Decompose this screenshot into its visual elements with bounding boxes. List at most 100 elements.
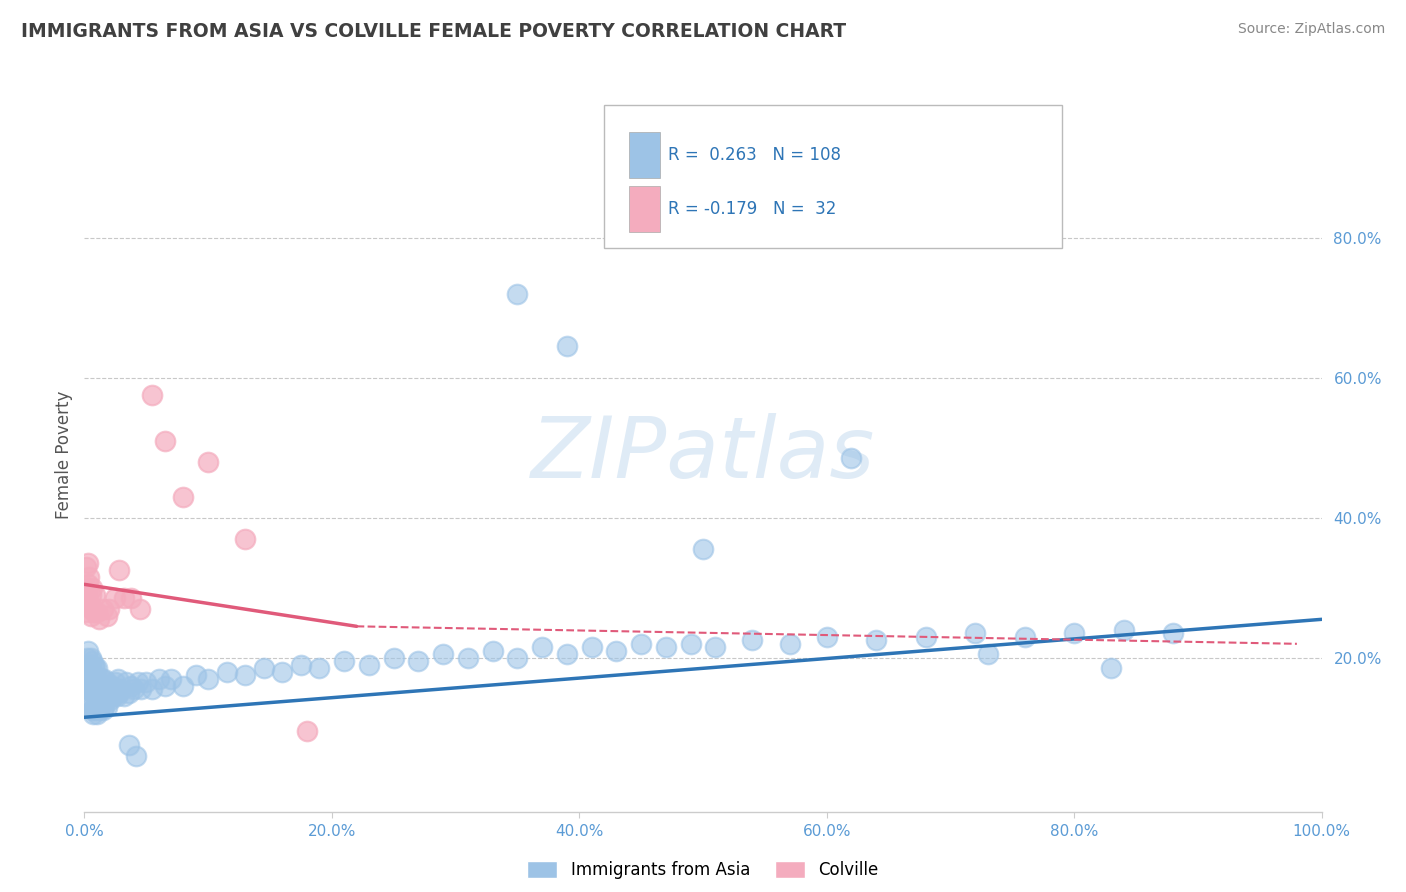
- Point: [86, 605, 108, 619]
- Point: [605, 644, 627, 658]
- Point: [103, 682, 125, 697]
- Point: [84, 703, 107, 717]
- Text: R =  0.263   N = 108: R = 0.263 N = 108: [668, 146, 841, 164]
- Point: [965, 626, 987, 640]
- Legend: Immigrants from Asia, Colville: Immigrants from Asia, Colville: [520, 854, 886, 886]
- Point: [172, 490, 194, 504]
- Point: [153, 434, 176, 448]
- Point: [89, 703, 111, 717]
- Point: [90, 672, 112, 686]
- Text: Source: ZipAtlas.com: Source: ZipAtlas.com: [1237, 22, 1385, 37]
- Point: [125, 748, 148, 763]
- Point: [76, 675, 98, 690]
- Point: [79, 595, 101, 609]
- Point: [1161, 626, 1184, 640]
- Point: [77, 599, 100, 613]
- Point: [83, 605, 105, 619]
- Point: [83, 679, 105, 693]
- Y-axis label: Female Poverty: Female Poverty: [55, 391, 73, 519]
- Point: [75, 559, 97, 574]
- Point: [91, 679, 114, 693]
- Text: ZIPatlas: ZIPatlas: [531, 413, 875, 497]
- Point: [87, 699, 110, 714]
- Point: [865, 633, 887, 648]
- Point: [135, 675, 157, 690]
- Point: [233, 668, 256, 682]
- Point: [197, 455, 219, 469]
- Point: [357, 657, 380, 672]
- Point: [91, 602, 114, 616]
- Point: [96, 608, 118, 623]
- Point: [77, 577, 100, 591]
- Point: [506, 287, 529, 301]
- Point: [80, 581, 103, 595]
- Point: [160, 672, 183, 686]
- Point: [308, 661, 330, 675]
- Point: [408, 654, 430, 668]
- Point: [96, 675, 118, 690]
- Point: [1014, 630, 1036, 644]
- Point: [815, 630, 838, 644]
- Point: [83, 699, 105, 714]
- Bar: [628, 132, 659, 178]
- Point: [80, 703, 103, 717]
- Point: [120, 679, 142, 693]
- Point: [89, 675, 111, 690]
- Point: [105, 690, 128, 704]
- Bar: [628, 186, 659, 232]
- Point: [295, 724, 318, 739]
- Point: [79, 650, 101, 665]
- Point: [82, 686, 104, 700]
- Point: [98, 682, 121, 697]
- Point: [89, 682, 111, 697]
- Point: [382, 650, 405, 665]
- Point: [531, 640, 554, 655]
- Point: [481, 644, 503, 658]
- Point: [107, 672, 129, 686]
- Point: [79, 608, 101, 623]
- Point: [581, 640, 603, 655]
- Point: [112, 690, 135, 704]
- Point: [84, 588, 107, 602]
- Point: [108, 686, 131, 700]
- Text: IMMIGRANTS FROM ASIA VS COLVILLE FEMALE POVERTY CORRELATION CHART: IMMIGRANTS FROM ASIA VS COLVILLE FEMALE …: [21, 22, 846, 41]
- Point: [79, 657, 101, 672]
- Point: [1112, 623, 1135, 637]
- Point: [100, 679, 122, 693]
- Point: [84, 682, 107, 697]
- Point: [914, 630, 936, 644]
- Point: [79, 679, 101, 693]
- Point: [506, 650, 529, 665]
- Point: [655, 640, 678, 655]
- Point: [91, 703, 114, 717]
- Point: [83, 657, 105, 672]
- Point: [233, 532, 256, 546]
- Point: [93, 699, 115, 714]
- Point: [75, 682, 97, 697]
- Point: [87, 679, 110, 693]
- Point: [80, 602, 103, 616]
- Point: [79, 588, 101, 602]
- Text: R = -0.179   N =  32: R = -0.179 N = 32: [668, 200, 837, 218]
- Point: [1063, 626, 1085, 640]
- Point: [89, 699, 111, 714]
- Point: [153, 679, 176, 693]
- Point: [118, 738, 141, 752]
- Point: [184, 668, 207, 682]
- Point: [97, 690, 120, 704]
- Point: [118, 686, 141, 700]
- Point: [630, 637, 652, 651]
- Point: [90, 696, 112, 710]
- Point: [457, 650, 479, 665]
- Point: [129, 682, 152, 697]
- Point: [84, 661, 107, 675]
- Point: [82, 706, 104, 721]
- Point: [197, 672, 219, 686]
- Point: [77, 668, 100, 682]
- Point: [77, 557, 100, 571]
- Point: [110, 682, 132, 697]
- Point: [79, 699, 101, 714]
- Point: [976, 648, 998, 662]
- FancyBboxPatch shape: [605, 105, 1062, 248]
- Point: [77, 693, 100, 707]
